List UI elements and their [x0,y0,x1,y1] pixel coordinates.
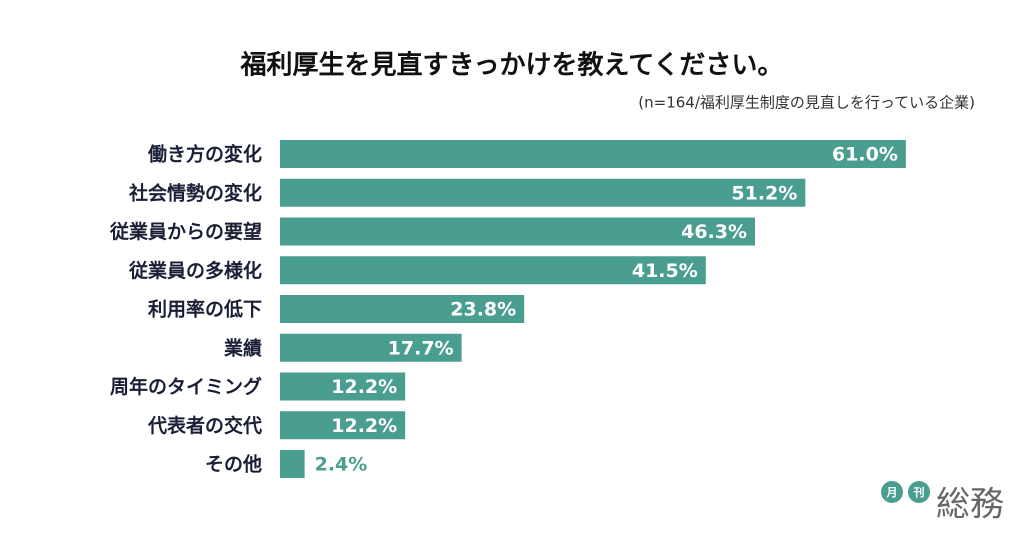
bar [280,372,406,401]
category-label: 代表者の交代 [147,414,262,437]
value-label: 41.5% [632,260,698,282]
category-label: 働き方の変化 [147,143,262,166]
category-label: 社会情勢の変化 [128,181,262,204]
logo-badge [881,481,903,503]
category-label: 周年のタイミング [110,375,262,398]
category-label: 利用率の低下 [148,298,262,321]
bar [280,333,462,362]
bar [280,295,525,323]
value-label: 12.2% [331,376,397,398]
value-label: 61.0% [832,144,898,166]
category-label: その他 [205,453,262,476]
value-label: 17.7% [388,337,454,359]
chart-subtitle: (n=164/福利厚生制度の見直しを行っている企業) [638,94,975,112]
category-label: 従業員の多様化 [128,259,262,282]
category-label: 業績 [223,336,262,359]
category-label: 従業員からの要望 [109,220,262,243]
value-label: 51.2% [731,182,797,204]
logo-badge [908,481,930,503]
value-label: 12.2% [331,415,397,437]
value-label: 23.8% [450,299,516,321]
value-label: 2.4% [315,454,368,476]
chart-title: 福利厚生を見直すきっかけを教えてください。 [240,51,784,81]
bar [280,450,305,478]
logo-badge-text: 月 [886,486,898,499]
logo-badge-text: 刊 [914,486,925,499]
bar [280,140,906,168]
value-label: 46.3% [681,221,747,243]
bar [280,217,756,246]
bar [280,178,806,207]
bar [280,411,406,440]
bar [280,256,706,285]
logo-name: 総務 [936,485,1004,525]
